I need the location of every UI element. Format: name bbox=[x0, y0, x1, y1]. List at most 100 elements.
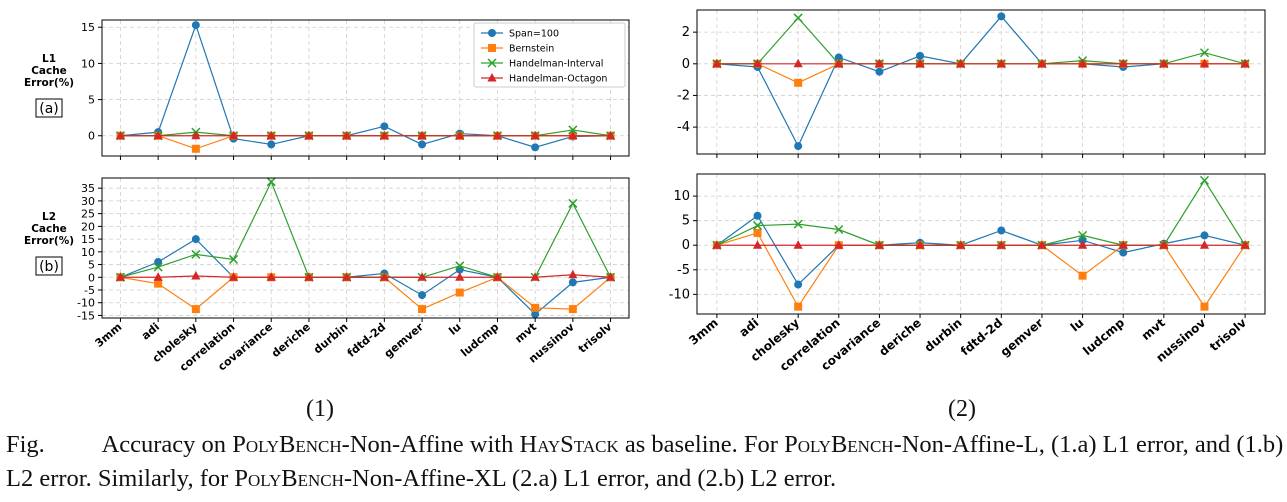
data-point bbox=[915, 58, 925, 68]
data-point bbox=[342, 272, 352, 281]
caption-text-2: -Non-Affine with bbox=[341, 431, 520, 458]
x-tick-label: fdtd-2d bbox=[345, 320, 389, 359]
y-tick-label: 0 bbox=[88, 271, 95, 284]
data-point bbox=[752, 240, 763, 249]
data-point bbox=[874, 240, 885, 249]
data-point bbox=[1199, 175, 1210, 185]
data-point bbox=[752, 58, 763, 68]
caption-polybench-2: PolyBench bbox=[784, 431, 894, 458]
x-tick-label: adi bbox=[139, 320, 162, 342]
data-point bbox=[455, 288, 464, 297]
data-point bbox=[267, 140, 276, 149]
legend-label: Handelman-Interval bbox=[509, 59, 603, 70]
data-point bbox=[1119, 248, 1128, 257]
y-axis-label-l2-line: Cache bbox=[31, 223, 67, 235]
data-point bbox=[191, 235, 200, 244]
data-point bbox=[834, 58, 844, 68]
data-point bbox=[794, 142, 803, 151]
data-point bbox=[115, 272, 126, 281]
data-point bbox=[191, 130, 201, 140]
data-point bbox=[956, 240, 966, 249]
data-point bbox=[191, 249, 201, 259]
y-tick-label: 5 bbox=[88, 94, 95, 107]
x-tick-label: deriche bbox=[269, 320, 313, 360]
data-point bbox=[153, 262, 163, 272]
legend-label: Span=100 bbox=[509, 29, 559, 40]
data-point bbox=[874, 58, 885, 68]
data-point bbox=[793, 58, 803, 68]
legend-label: Bernstein bbox=[509, 44, 554, 55]
y-axis-label-l2: L2 Cache Error(%) bbox=[24, 211, 74, 247]
y-tick-label: -10 bbox=[669, 287, 690, 302]
figure-caption: Fig. Accuracy on PolyBench-Non-Affine wi… bbox=[6, 428, 1284, 496]
y-tick-label: 15 bbox=[81, 21, 95, 34]
y-axis-label-l1-line: L1 bbox=[42, 53, 56, 65]
y-tick-label: 0 bbox=[682, 238, 690, 253]
caption-haystack: HayStack bbox=[519, 431, 619, 458]
series-line bbox=[120, 274, 611, 278]
data-point bbox=[1200, 231, 1209, 240]
legend-marker bbox=[487, 58, 497, 68]
x-tick-label: gemver bbox=[382, 320, 427, 360]
panel-tag-b-box bbox=[35, 256, 63, 276]
data-point bbox=[712, 58, 722, 68]
data-point bbox=[455, 261, 465, 271]
data-point bbox=[115, 130, 126, 140]
legend: Span=100 Bernstein Handelman-Interval Hande… bbox=[473, 22, 626, 88]
data-point bbox=[228, 130, 239, 140]
plot-1a: 0 5 10 15 bbox=[81, 19, 630, 160]
y-tick-label: 2 bbox=[682, 25, 690, 40]
series-handelman-octagon bbox=[115, 130, 616, 140]
data-point bbox=[417, 272, 427, 281]
series-handelman-interval bbox=[115, 177, 616, 282]
data-point bbox=[712, 240, 722, 249]
plot-frame bbox=[101, 19, 630, 157]
sublabel-right: (2) bbox=[948, 396, 976, 422]
data-point bbox=[1240, 58, 1250, 68]
plot-2a: -4 -2 0 2 bbox=[677, 9, 1266, 158]
series-line bbox=[120, 238, 611, 315]
caption-text-3: as baseline. For bbox=[618, 431, 785, 458]
x-tick-label: 3mm bbox=[93, 320, 125, 350]
x-tick-label: deriche bbox=[876, 316, 924, 359]
y-tick-label: -5 bbox=[677, 263, 690, 278]
y-tick-label: -4 bbox=[677, 120, 690, 135]
caption-prefix: Fig. bbox=[6, 431, 45, 458]
y-tick-label: 10 bbox=[81, 246, 95, 259]
series-span-100 bbox=[712, 12, 1250, 151]
data-point bbox=[997, 12, 1006, 21]
data-point bbox=[492, 272, 503, 281]
data-point bbox=[793, 240, 803, 249]
data-point bbox=[875, 67, 884, 76]
data-point bbox=[794, 78, 803, 87]
x-tick-label: mvt bbox=[1139, 315, 1168, 343]
data-point bbox=[191, 144, 200, 153]
data-point bbox=[1077, 240, 1088, 249]
series-handelman-interval bbox=[115, 125, 616, 141]
x-tick-label: fdtd-2d bbox=[958, 316, 1005, 359]
series-span-100 bbox=[712, 211, 1250, 289]
data-point bbox=[266, 272, 276, 281]
legend-marker bbox=[488, 44, 496, 52]
data-point bbox=[229, 254, 239, 264]
data-point bbox=[568, 305, 577, 314]
y-tick-label: -2 bbox=[677, 88, 690, 103]
legend-frame bbox=[473, 22, 626, 88]
data-point bbox=[1037, 240, 1047, 249]
data-point bbox=[379, 130, 389, 140]
data-point bbox=[1118, 240, 1128, 249]
legend-item: Handelman-Octagon bbox=[481, 73, 607, 85]
data-point bbox=[418, 291, 427, 300]
data-point bbox=[191, 305, 200, 314]
y-tick-label: 10 bbox=[81, 57, 95, 70]
caption-polybench-1: PolyBench bbox=[232, 431, 342, 458]
data-point bbox=[1199, 48, 1210, 58]
legend-marker bbox=[488, 29, 496, 37]
data-point bbox=[379, 272, 389, 281]
caption-text-4: -Non-Affine-L, (1.a) L1 error, and (1.b)… bbox=[6, 431, 1284, 492]
data-point bbox=[266, 177, 276, 187]
data-point bbox=[153, 272, 163, 281]
data-point bbox=[605, 272, 616, 281]
data-point bbox=[455, 272, 465, 281]
